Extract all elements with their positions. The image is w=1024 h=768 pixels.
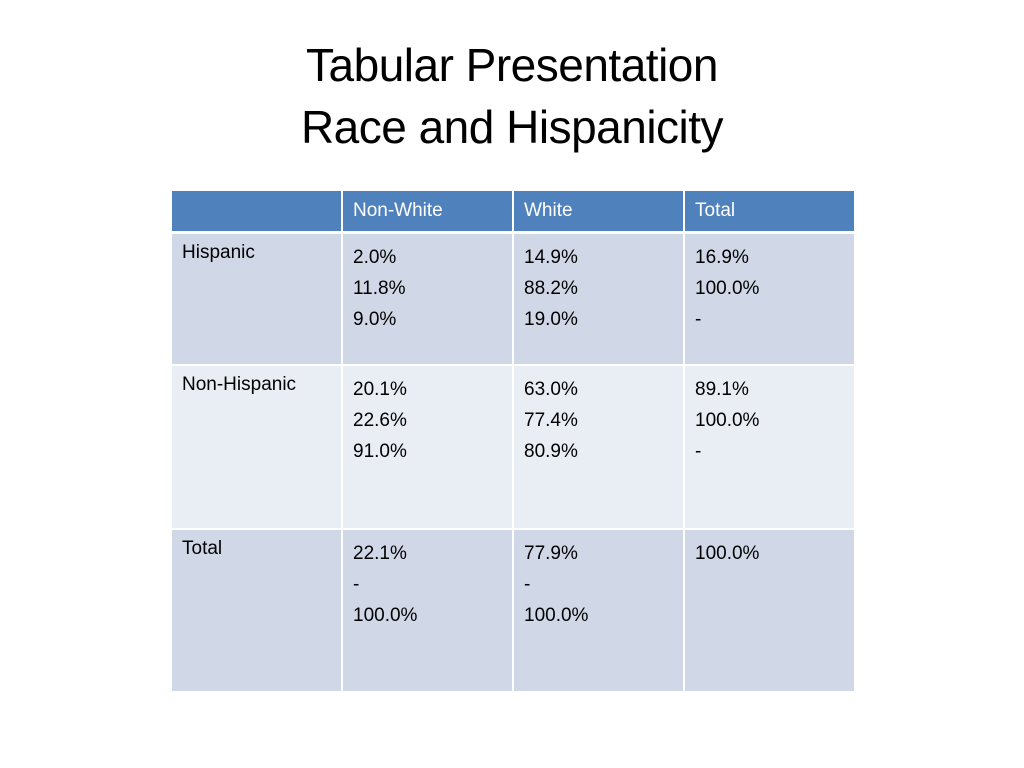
title-line-1: Tabular Presentation [306, 39, 718, 91]
cell-value: 77.9% [524, 543, 578, 564]
cell-value: 77.4% [524, 410, 578, 431]
cell-value: 19.0% [524, 308, 578, 330]
row-label-non-hispanic: Non-Hispanic [170, 364, 343, 530]
cell-value: 100.0% [524, 605, 589, 626]
row-label-total: Total [170, 528, 343, 693]
title-line-2: Race and Hispanicity [300, 101, 724, 153]
cell-value: 22.6% [353, 410, 407, 431]
header-cell-white: White [512, 189, 685, 234]
cell-value: 2.0% [353, 246, 397, 268]
cell-hispanic-non-white: 2.0% 11.8% 9.0% [341, 231, 514, 366]
cell-value: 63.0% [524, 379, 578, 400]
cell-value: 16.9% [695, 246, 749, 268]
cell-hispanic-white: 14.9% 88.2% 19.0% [512, 231, 685, 366]
cell-value: 100.0% [695, 543, 760, 564]
cell-value: 100.0% [353, 605, 418, 626]
table-row-hispanic: Hispanic 2.0% 11.8% 9.0% 14.9% 88.2% 19.… [170, 231, 856, 366]
cell-total-total: 100.0% [683, 528, 856, 693]
table-row-non-hispanic: Non-Hispanic 20.1% 22.6% 91.0% 63.0% 77.… [170, 364, 856, 530]
table-row-total: Total 22.1% - 100.0% 77.9% - 100.0% 100.… [170, 528, 856, 693]
cell-value: 80.9% [524, 441, 578, 462]
cell-value: 100.0% [695, 410, 760, 431]
row-label-hispanic: Hispanic [170, 231, 343, 366]
cell-value: - [695, 441, 702, 462]
cell-value: - [695, 308, 702, 330]
cell-hispanic-total: 16.9% 100.0% - [683, 231, 856, 366]
cell-value: - [524, 574, 531, 595]
cell-value: 14.9% [524, 246, 578, 268]
cell-value: 20.1% [353, 379, 407, 400]
cell-value: 91.0% [353, 441, 407, 462]
cell-value: 22.1% [353, 543, 407, 564]
cell-total-white: 77.9% - 100.0% [512, 528, 685, 693]
cell-value: - [353, 574, 360, 595]
cell-value: 88.2% [524, 277, 578, 299]
cell-value: 89.1% [695, 379, 749, 400]
race-hispanicity-table: Non-White White Total Hispanic 2.0% 11.8… [170, 189, 856, 693]
cell-value: 9.0% [353, 308, 397, 330]
cell-value: 11.8% [353, 277, 406, 299]
cell-total-non-white: 22.1% - 100.0% [341, 528, 514, 693]
header-cell-corner [170, 189, 343, 234]
cell-non-hispanic-white: 63.0% 77.4% 80.9% [512, 364, 685, 530]
cell-non-hispanic-total: 89.1% 100.0% - [683, 364, 856, 530]
header-cell-non-white: Non-White [341, 189, 514, 234]
header-row: Non-White White Total [170, 189, 856, 234]
header-cell-total: Total [683, 189, 856, 234]
cell-value: 100.0% [695, 277, 760, 299]
slide-title: Tabular Presentation Race and Hispanicit… [0, 34, 1024, 158]
cell-non-hispanic-non-white: 20.1% 22.6% 91.0% [341, 364, 514, 530]
